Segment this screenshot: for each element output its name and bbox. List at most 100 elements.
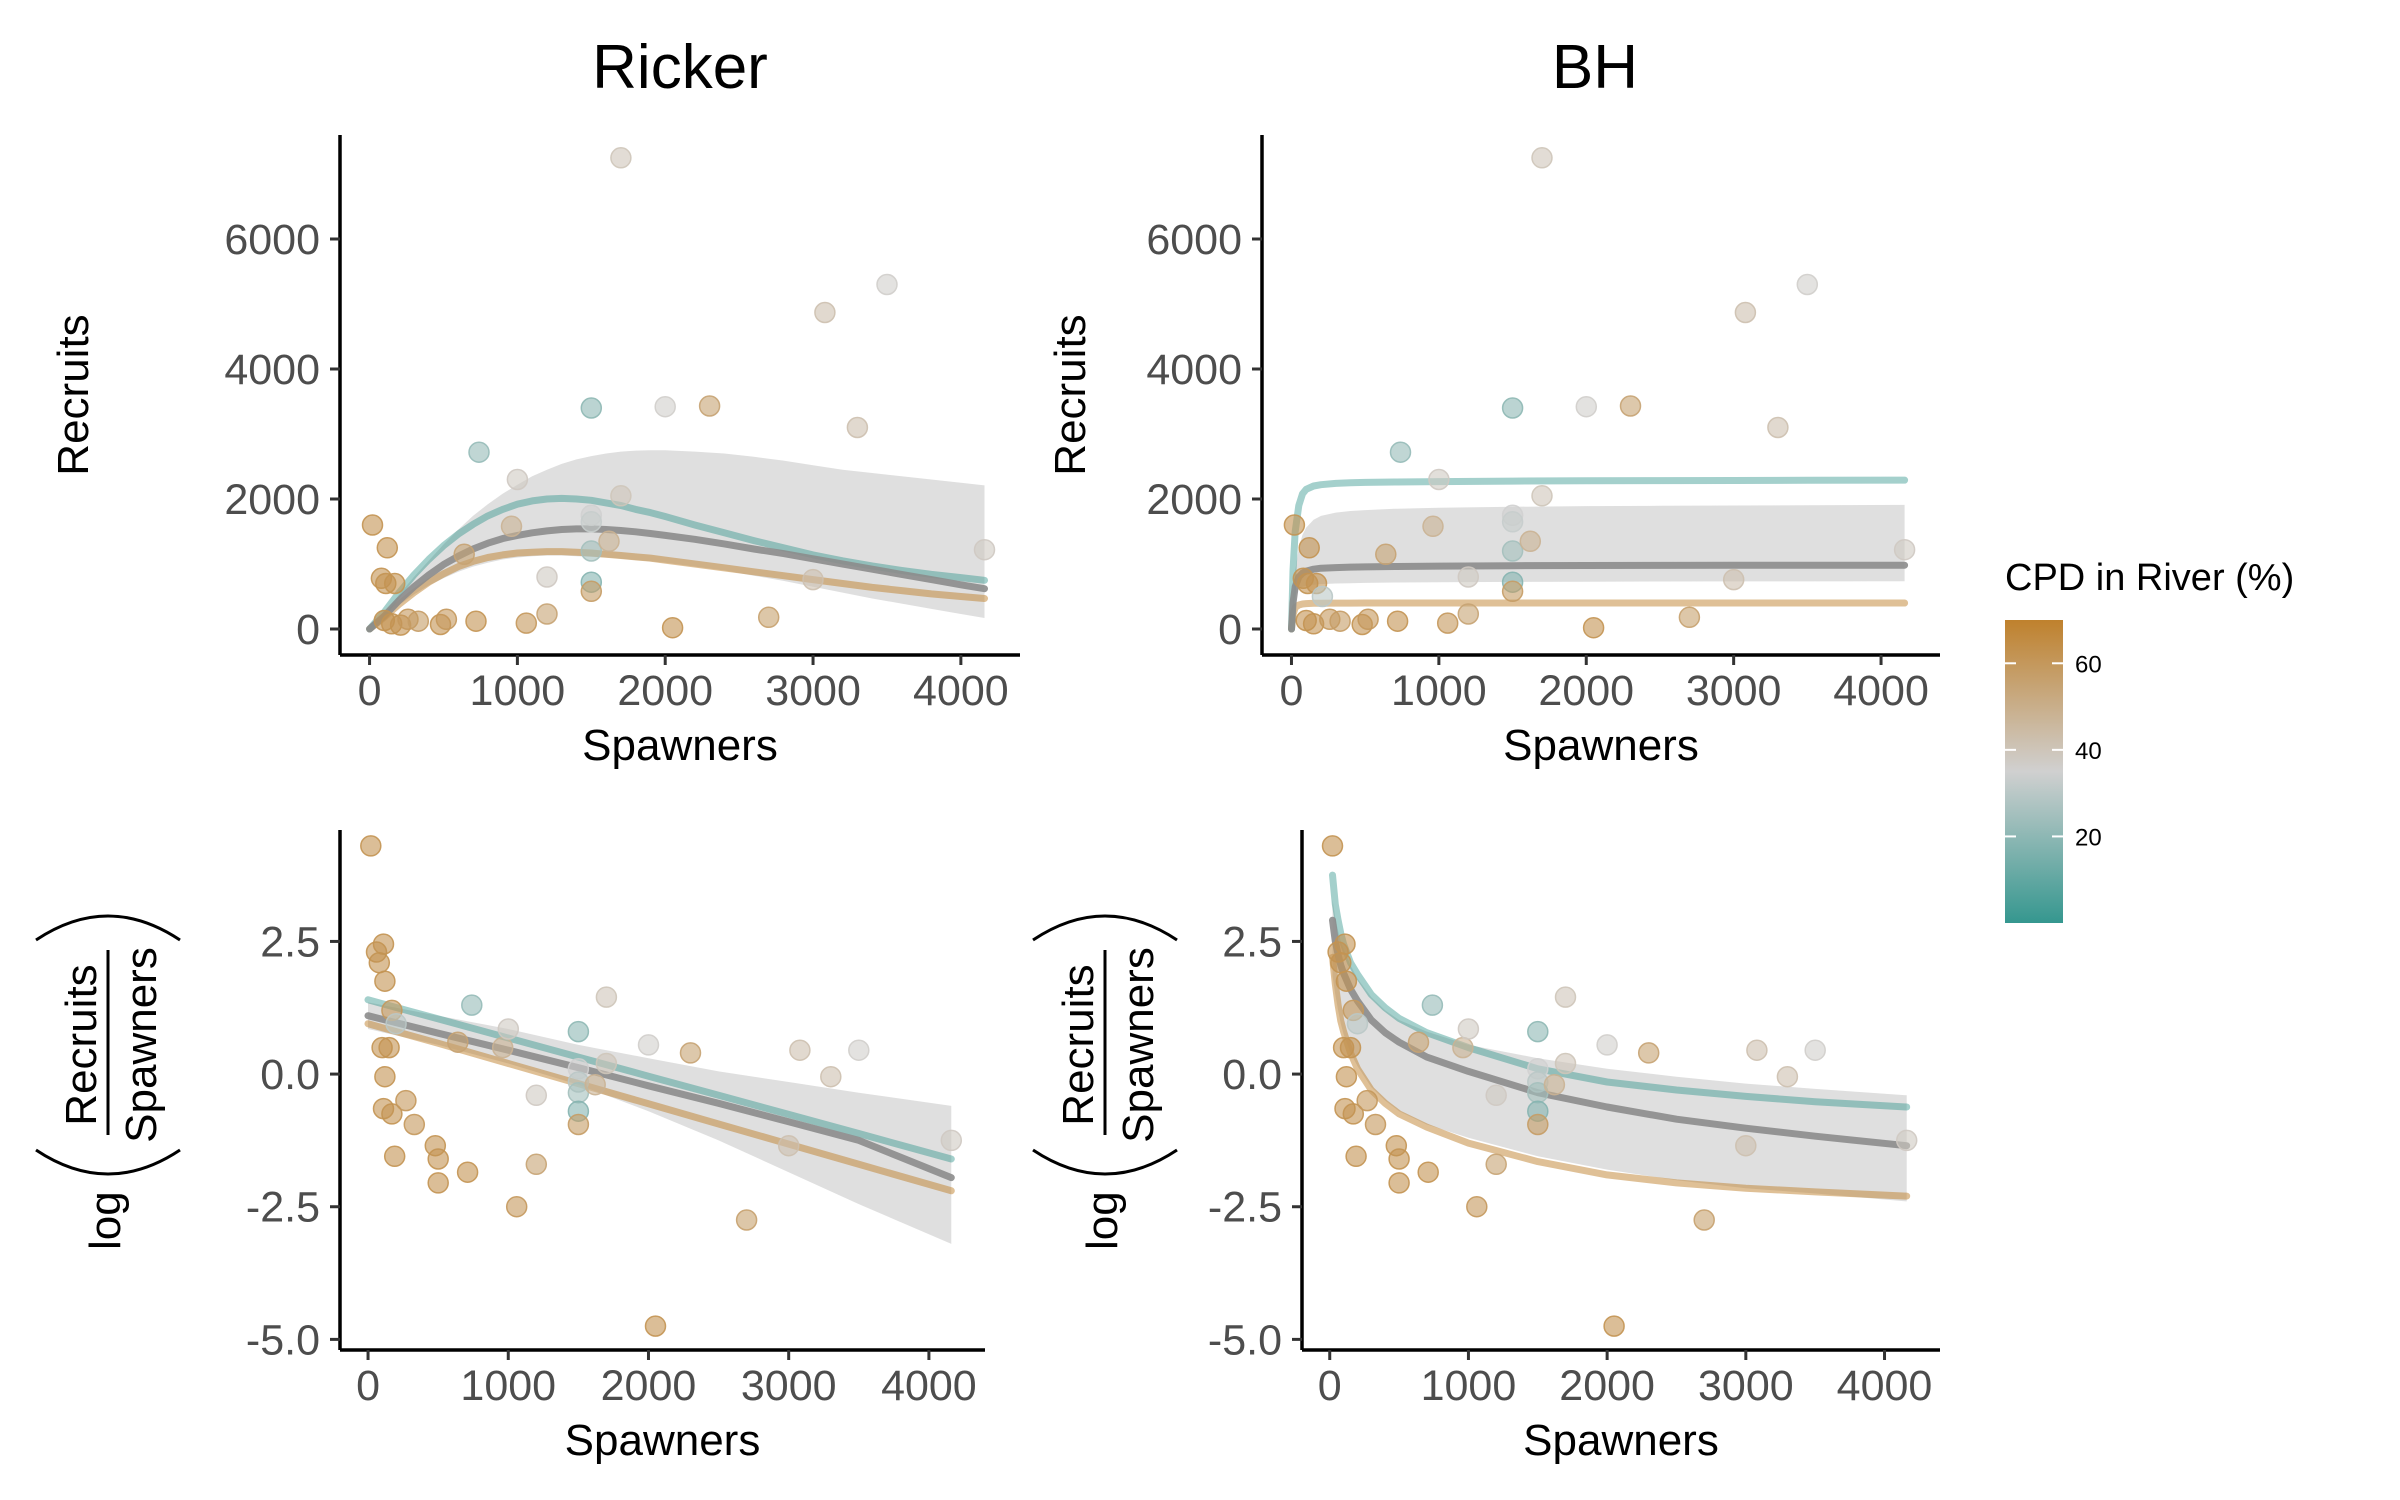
data-point: [427, 1172, 449, 1194]
data-point: [1428, 468, 1450, 491]
data-point: [1298, 537, 1320, 559]
data-point: [1776, 1065, 1799, 1088]
data-point: [580, 397, 603, 419]
data-point: [1722, 568, 1745, 591]
x-tick-label: 0: [1318, 1362, 1342, 1410]
column-title-ricker: Ricker: [592, 33, 768, 102]
data-point: [876, 273, 898, 296]
data-point: [1527, 1020, 1549, 1043]
data-point: [395, 1089, 417, 1112]
data-point: [360, 835, 382, 857]
left-paren: [1032, 1148, 1178, 1176]
data-point: [580, 580, 603, 603]
legend-ticks: 20 40 60: [2005, 651, 2102, 851]
data-point: [1346, 1012, 1369, 1035]
low-cpd-line: [1329, 871, 1911, 1111]
right-paren: [1032, 914, 1178, 942]
data-point: [1311, 585, 1334, 608]
data-point: [1345, 1145, 1367, 1168]
y-tick-label: 4000: [1146, 346, 1242, 394]
data-point: [1339, 1036, 1362, 1059]
data-point: [610, 147, 632, 169]
data-point: [461, 994, 483, 1016]
panel-bh-recruits: 0 1000 2000 3000 4000 0 2000 4000 6000 Spawners Re…: [1046, 135, 1940, 770]
data-point: [777, 1134, 800, 1157]
legend-title: CPD in River (%): [2005, 557, 2294, 599]
legend-tick-label: 20: [2075, 824, 2102, 851]
data-point: [383, 1145, 406, 1168]
data-point: [1334, 933, 1356, 955]
data-point: [1678, 606, 1701, 629]
data-point: [1357, 608, 1379, 631]
data-point: [735, 1209, 758, 1231]
data-point: [381, 1103, 403, 1125]
data-point: [525, 1153, 548, 1176]
x-tick-label: 2000: [1538, 667, 1634, 715]
data-point: [1575, 395, 1598, 418]
y-tick-label: -2.5: [246, 1184, 320, 1232]
y-tick-label: 0: [1218, 606, 1242, 654]
panel-ricker-log: 0 1000 2000 3000 4000-5.0-2.50.02.5Spawnersl…: [35, 830, 985, 1465]
data-point: [1603, 1315, 1625, 1337]
data-point: [1335, 970, 1358, 992]
data-point: [525, 1084, 548, 1107]
data-point: [505, 1195, 528, 1218]
y-tick-label: 0.0: [1222, 1051, 1282, 1099]
y-axis-title: Recruits: [1046, 314, 1095, 475]
data-point: [1543, 1073, 1566, 1096]
data-point: [468, 441, 490, 463]
data-point: [456, 1161, 479, 1183]
data-point: [814, 301, 836, 324]
y-axis-title: Recruits: [49, 314, 98, 475]
data-point: [1893, 538, 1916, 561]
data-point: [403, 1113, 426, 1136]
data-point: [1321, 835, 1344, 857]
data-point: [595, 986, 618, 1008]
data-point: [1735, 1134, 1757, 1157]
data-point: [536, 603, 558, 625]
data-point: [1637, 1042, 1660, 1064]
data-point: [1329, 610, 1351, 632]
data-point: [1734, 301, 1757, 324]
data-point: [1342, 1103, 1365, 1125]
data-point: [1364, 1113, 1387, 1136]
data-point: [1356, 1089, 1378, 1112]
data-point: [497, 1018, 520, 1040]
data-point: [1619, 395, 1642, 417]
x-axis-title: Spawners: [565, 1416, 761, 1465]
data-point: [698, 395, 721, 417]
x-tick-label: 1000: [460, 1362, 556, 1410]
data-point: [1436, 612, 1459, 634]
data-point: [661, 616, 684, 639]
left-paren: [35, 1148, 181, 1176]
legend: CPD in River (%) 20 40 60: [2005, 557, 2294, 923]
y-axis-title-numerator: Recruits: [57, 964, 106, 1125]
data-point: [427, 1148, 449, 1170]
y-axis-title: log Recruits Spawners: [35, 914, 181, 1250]
data-point: [1895, 1129, 1918, 1152]
data-point: [1804, 1039, 1826, 1061]
data-point: [567, 1020, 590, 1043]
data-point: [378, 1036, 400, 1059]
x-axis-title: Spawners: [1523, 1416, 1719, 1465]
x-tick-label: 0: [1280, 667, 1304, 715]
data-point: [940, 1129, 963, 1152]
data-point: [1407, 1031, 1430, 1053]
low-cpd-line: [364, 996, 955, 1163]
data-point: [1422, 515, 1444, 538]
y-tick-label: 2000: [224, 476, 320, 524]
confidence-band: [1332, 899, 1907, 1202]
data-point: [679, 1042, 702, 1064]
data-point: [1582, 616, 1605, 639]
y-axis-title-denominator: Spawners: [117, 947, 166, 1143]
x-tick-label: 0: [358, 667, 382, 715]
data-point: [374, 970, 396, 992]
data-point: [435, 608, 458, 631]
data-point: [506, 468, 529, 491]
data-point: [584, 1073, 606, 1096]
data-point: [1457, 566, 1480, 588]
x-tick-label: 2000: [1559, 1362, 1655, 1410]
data-point: [368, 951, 391, 974]
x-tick-label: 4000: [913, 667, 1009, 715]
